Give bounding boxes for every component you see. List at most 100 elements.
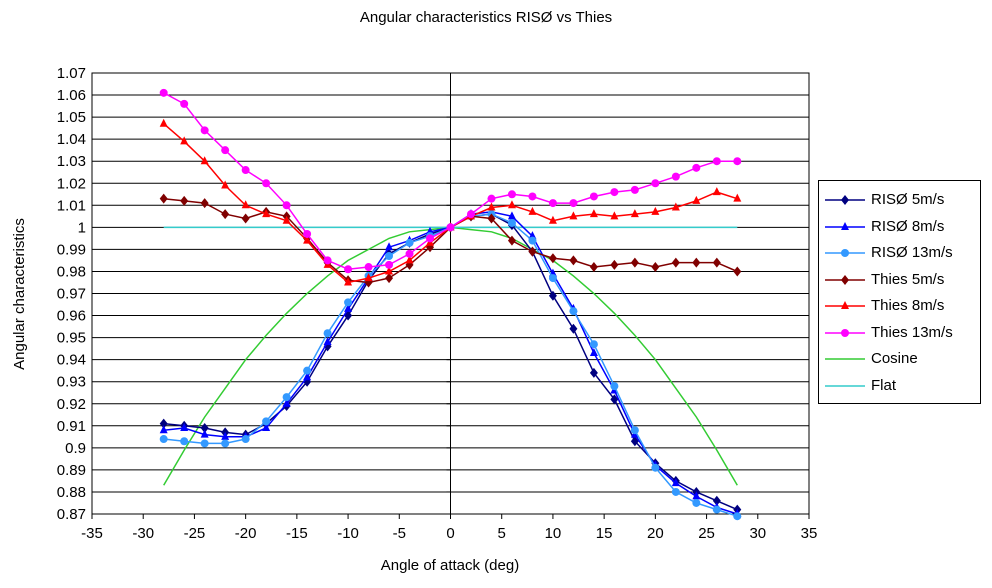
legend-label: Thies 13m/s (871, 323, 953, 341)
data-point (200, 429, 209, 438)
data-point (548, 274, 557, 283)
data-point (344, 303, 353, 312)
data-point (262, 179, 271, 188)
legend-marker (841, 274, 849, 285)
legend-swatch (825, 274, 865, 285)
data-point (323, 337, 332, 346)
data-point (507, 190, 516, 199)
x-tick-label: 15 (596, 525, 613, 542)
legend-item: RISØ 8m/s (819, 216, 982, 238)
x-tick-label: 0 (446, 525, 454, 542)
data-point (303, 229, 312, 238)
data-point (712, 505, 721, 514)
data-point (180, 437, 189, 446)
legend-label: RISØ 5m/s (871, 191, 945, 208)
data-point (364, 273, 373, 282)
data-point (733, 157, 742, 166)
y-tick-label: 1.03 (57, 153, 86, 170)
data-point (589, 340, 598, 349)
legend-label: Thies 8m/s (871, 297, 945, 314)
data-point (221, 439, 230, 448)
legend-label: RISØ 8m/s (871, 217, 945, 235)
data-point (241, 435, 250, 444)
y-tick-label: 0.97 (57, 286, 86, 303)
data-point (221, 180, 230, 189)
data-point (692, 491, 701, 500)
legend-item: Thies 13m/s (819, 322, 982, 344)
data-point (589, 348, 598, 357)
legend-item: Flat (819, 375, 982, 397)
series-layer (159, 88, 742, 521)
data-point (610, 188, 619, 197)
data-point (733, 266, 742, 277)
legend-swatch (825, 328, 865, 337)
data-point (364, 263, 373, 272)
data-point (405, 255, 414, 264)
data-point (446, 223, 455, 232)
data-point (487, 194, 496, 203)
data-point (241, 200, 250, 209)
y-tick-label: 0.88 (57, 484, 86, 501)
y-tick-label: 0.87 (57, 506, 86, 523)
data-point (282, 201, 291, 210)
data-point (610, 394, 619, 405)
data-point (548, 253, 557, 264)
data-point (323, 256, 332, 265)
data-point (671, 202, 680, 211)
data-point (241, 213, 250, 224)
data-point (200, 156, 209, 165)
data-point (487, 202, 496, 211)
data-point (303, 366, 312, 375)
data-point (405, 249, 414, 258)
y-tick-label: 0.98 (57, 263, 86, 280)
data-point (692, 498, 701, 507)
data-point (528, 206, 537, 215)
data-point (507, 211, 516, 220)
y-tick-label: 0.89 (57, 462, 86, 479)
legend-marker (841, 249, 849, 257)
data-point (610, 259, 619, 270)
legend-marker (841, 195, 849, 205)
data-point (385, 260, 394, 269)
series-thies-13m-s (159, 88, 742, 274)
data-point (569, 307, 578, 316)
data-point (507, 200, 516, 209)
data-point (630, 257, 639, 268)
data-point (651, 463, 660, 472)
x-tick-label: -10 (337, 525, 359, 542)
data-point (712, 157, 721, 166)
data-point (262, 417, 271, 426)
data-point (671, 478, 680, 487)
data-point (507, 235, 516, 246)
data-point (548, 290, 557, 301)
y-tick-label: 0.95 (57, 330, 86, 347)
legend-item: RISØ 5m/s (819, 189, 982, 211)
data-point (180, 423, 189, 432)
data-point (262, 423, 271, 432)
x-tick-label: 10 (545, 525, 562, 542)
data-point (200, 126, 209, 135)
data-point (303, 372, 312, 381)
y-axis-label: Angular characteristics (11, 218, 28, 370)
data-point (344, 277, 353, 286)
x-tick-label: 35 (801, 525, 818, 542)
data-point (651, 179, 660, 188)
data-point (712, 257, 721, 268)
data-point (651, 206, 660, 215)
data-point (385, 242, 394, 251)
x-tick-label: -15 (286, 525, 308, 542)
y-tick-label: 0.99 (57, 241, 86, 258)
data-point (569, 255, 578, 266)
y-tick-label: 1.02 (57, 175, 86, 192)
data-point (589, 367, 598, 378)
data-point (159, 425, 168, 434)
legend-swatch (825, 195, 865, 205)
data-point (487, 213, 496, 224)
legend-label: RISØ 13m/s (871, 244, 953, 261)
y-tick-label: 0.92 (57, 396, 86, 413)
data-point (200, 423, 209, 434)
data-point (630, 185, 639, 194)
data-point (671, 257, 680, 268)
chart-title: Angular characteristics RISØ vs Thies (360, 9, 612, 26)
